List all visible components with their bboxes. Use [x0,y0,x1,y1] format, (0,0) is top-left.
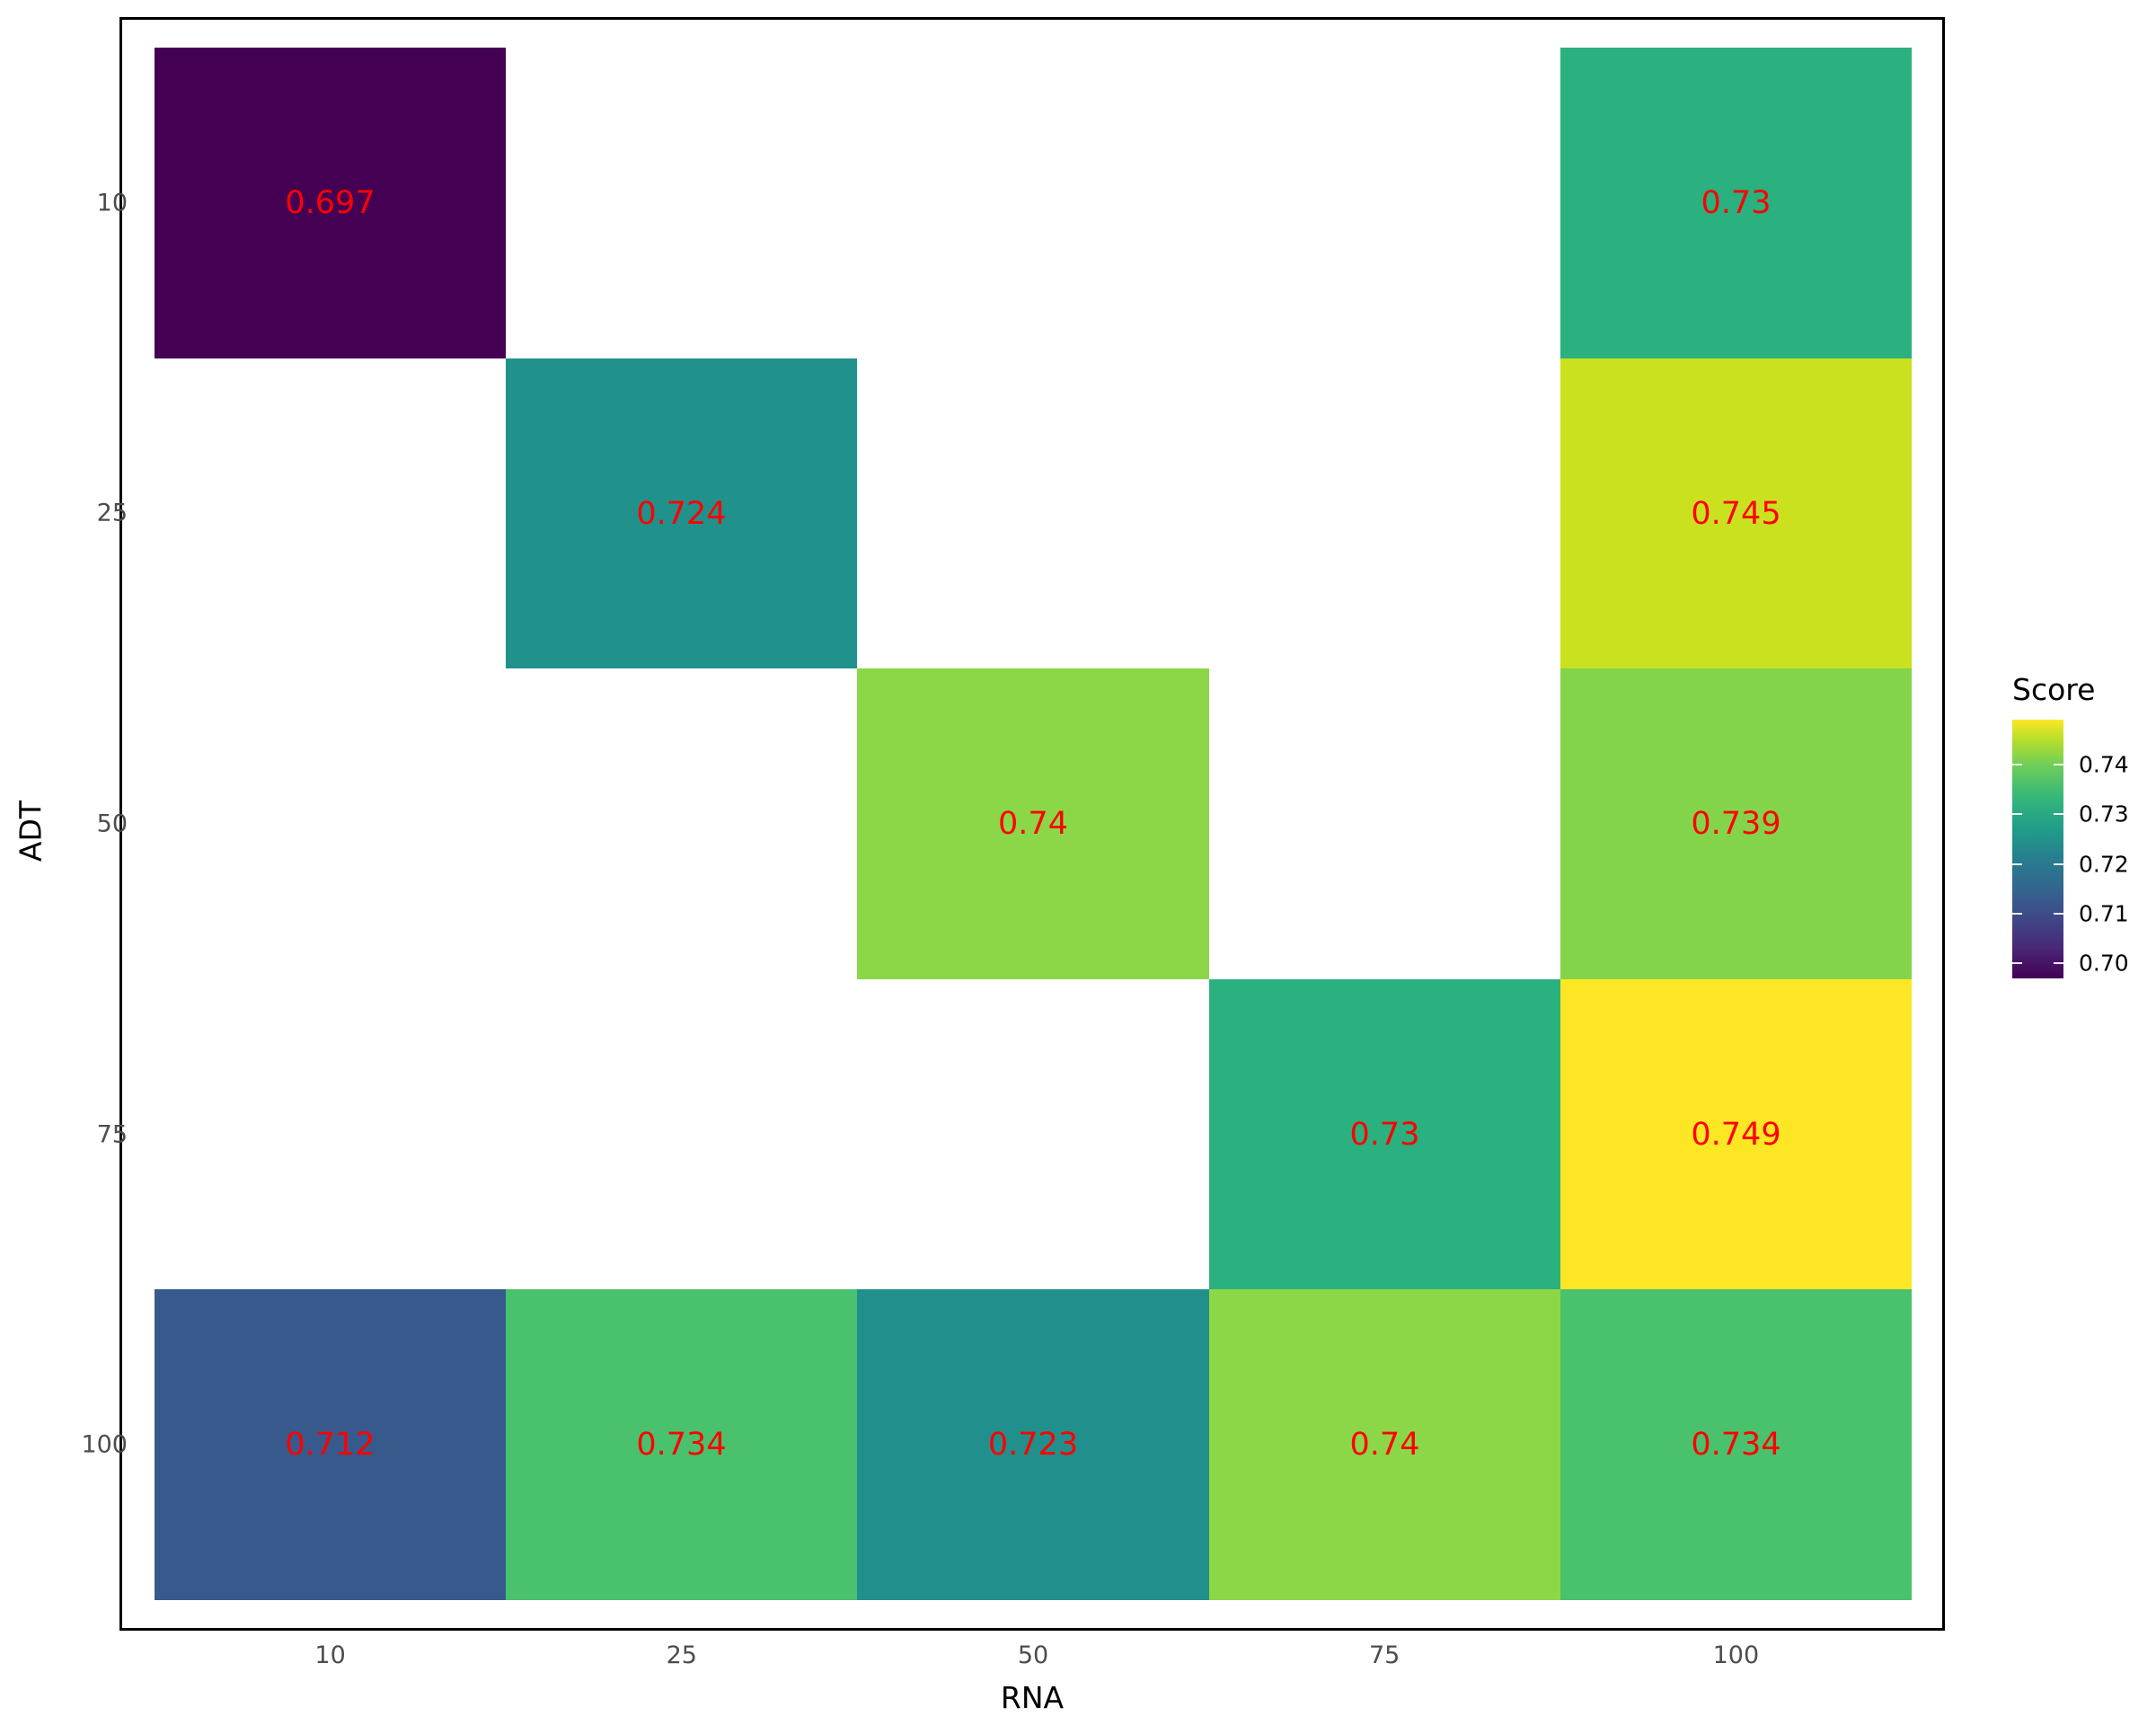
y-tick-label: 10 [96,189,128,217]
heatmap-cell: 0.739 [1560,668,1912,979]
legend-tick-mark [2054,862,2063,865]
x-axis-title: RNA [1000,1680,1065,1715]
legend-tick-label: 0.74 [2079,751,2129,778]
cell-value-label: 0.749 [1691,1116,1781,1153]
cell-value-label: 0.724 [636,495,727,532]
legend-tick-mark [2012,763,2022,765]
legend-tick-mark [2012,962,2022,965]
cell-value-label: 0.697 [285,185,376,221]
x-tick-label: 50 [1017,1641,1049,1669]
cell-value-label: 0.712 [285,1427,376,1463]
legend-tick-mark [2054,763,2063,765]
y-axis-title: ADT [13,800,49,862]
plot-panel [119,17,1945,1631]
heatmap-cell: 0.712 [155,1289,506,1600]
heatmap-cell: 0.74 [857,668,1209,979]
cell-value-label: 0.739 [1691,806,1781,842]
cell-value-label: 0.734 [636,1427,727,1463]
heatmap-cell: 0.73 [1560,48,1912,358]
legend-tick-label: 0.70 [2079,950,2129,977]
x-tick-label: 75 [1369,1641,1401,1669]
y-tick-label: 100 [81,1430,128,1459]
y-tick-label: 75 [96,1120,128,1149]
legend-tick-mark [2012,813,2022,816]
cell-value-label: 0.73 [1349,1116,1420,1153]
x-tick-label: 10 [314,1641,346,1669]
heatmap-cell: 0.749 [1560,979,1912,1289]
legend-tick-mark [2054,813,2063,816]
heatmap-cell: 0.697 [155,48,506,358]
y-tick-label: 50 [96,809,128,838]
heatmap-cell: 0.723 [857,1289,1209,1600]
cell-value-label: 0.734 [1691,1427,1781,1463]
y-tick-label: 25 [96,499,128,527]
cell-value-label: 0.745 [1691,495,1781,532]
legend-colorbar [2012,720,2063,978]
cell-value-label: 0.74 [998,806,1068,842]
heatmap-cell: 0.745 [1560,358,1912,668]
heatmap-cell: 0.74 [1209,1289,1560,1600]
heatmap-cell: 0.734 [1560,1289,1912,1600]
x-tick-label: 25 [666,1641,697,1669]
heatmap-cell: 0.73 [1209,979,1560,1289]
cell-value-label: 0.723 [987,1427,1079,1463]
legend-tick-label: 0.71 [2079,900,2129,927]
legend-title: Score [2012,672,2096,707]
legend-tick-label: 0.72 [2079,851,2129,878]
x-tick-label: 100 [1712,1641,1760,1669]
cell-value-label: 0.73 [1701,185,1772,221]
legend-tick-mark [2054,962,2063,965]
heatmap-cell: 0.734 [506,1289,857,1600]
legend-tick-mark [2054,913,2063,915]
legend-tick-mark [2012,862,2022,865]
legend-tick-label: 0.73 [2079,801,2129,827]
heatmap-cell: 0.724 [506,358,857,668]
legend-tick-mark [2012,913,2022,915]
cell-value-label: 0.74 [1349,1427,1420,1463]
